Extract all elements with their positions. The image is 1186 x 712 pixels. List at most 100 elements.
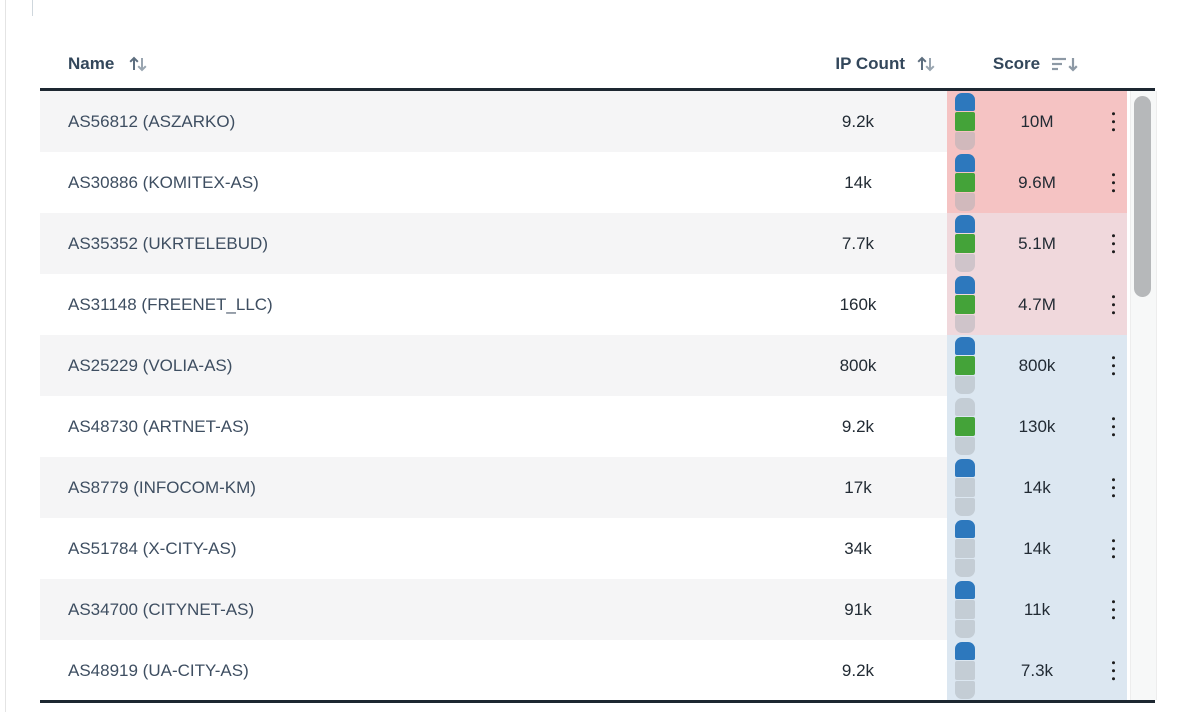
indicator-middle-segment (955, 356, 975, 375)
indicator-top-segment (955, 276, 975, 295)
threat-indicator-pill (955, 154, 975, 211)
score-value: 14k (1023, 478, 1051, 497)
indicator-middle-segment (955, 600, 975, 619)
indicator-bottom-segment (955, 558, 975, 577)
row-menu-kebab-icon[interactable] (1109, 109, 1119, 135)
score-value: 5.1M (1018, 234, 1056, 253)
score-cell: 800k (947, 335, 1127, 396)
score-cell: 4.7M (947, 274, 1127, 335)
ip-count-cell: 7.7k (841, 234, 875, 253)
asn-name-cell[interactable]: AS30886 (KOMITEX-AS) (68, 173, 259, 192)
asn-name-cell[interactable]: AS48730 (ARTNET-AS) (68, 417, 250, 436)
table-bottom-divider (40, 700, 1155, 703)
asn-name-cell[interactable]: AS48919 (UA-CITY-AS) (68, 661, 249, 680)
row-menu-kebab-icon[interactable] (1109, 292, 1119, 318)
indicator-bottom-segment (955, 497, 975, 516)
column-header-score[interactable]: Score (947, 40, 1127, 88)
indicator-top-segment (955, 93, 975, 112)
ip-count-cell: 9.2k (841, 417, 875, 436)
indicator-top-segment (955, 398, 975, 417)
ip-count-cell: 34k (844, 539, 872, 558)
indicator-top-segment (955, 215, 975, 234)
asn-name-cell[interactable]: AS8779 (INFOCOM-KM) (68, 478, 256, 497)
indicator-middle-segment (955, 173, 975, 192)
card-edge-line (32, 0, 33, 16)
table-header: Name IP Count Score (40, 40, 1127, 88)
table-row[interactable]: AS30886 (KOMITEX-AS) 14k 9.6M (40, 152, 1127, 213)
indicator-top-segment (955, 581, 975, 600)
table-row[interactable]: AS51784 (X-CITY-AS) 34k 14k (40, 518, 1127, 579)
ip-count-cell: 9.2k (841, 661, 875, 680)
asn-name-cell[interactable]: AS31148 (FREENET_LLC) (68, 295, 273, 314)
row-menu-kebab-icon[interactable] (1109, 475, 1119, 501)
row-menu-kebab-icon[interactable] (1109, 170, 1119, 196)
table-row[interactable]: AS35352 (UKRTELEBUD) 7.7k 5.1M (40, 213, 1127, 274)
table-row[interactable]: AS31148 (FREENET_LLC) 160k 4.7M (40, 274, 1127, 335)
threat-indicator-pill (955, 459, 975, 516)
scrollbar-track[interactable] (1130, 91, 1157, 700)
asn-name-cell[interactable]: AS35352 (UKRTELEBUD) (68, 234, 268, 253)
score-cell: 14k (947, 518, 1127, 579)
ip-count-cell: 9.2k (841, 112, 875, 131)
score-value: 800k (1018, 356, 1056, 375)
sort-updown-icon[interactable] (915, 53, 937, 75)
threat-indicator-pill (955, 398, 975, 455)
indicator-top-segment (955, 154, 975, 173)
row-menu-kebab-icon[interactable] (1109, 414, 1119, 440)
ip-count-cell: 91k (844, 600, 872, 619)
row-menu-kebab-icon[interactable] (1109, 658, 1119, 684)
indicator-top-segment (955, 520, 975, 539)
indicator-bottom-segment (955, 192, 975, 211)
score-value: 10M (1020, 112, 1054, 131)
table-row[interactable]: AS34700 (CITYNET-AS) 91k 11k (40, 579, 1127, 640)
sort-updown-icon[interactable] (127, 53, 149, 75)
column-header-name[interactable]: Name (68, 40, 149, 88)
table-row[interactable]: AS48730 (ARTNET-AS) 9.2k 130k (40, 396, 1127, 457)
threat-indicator-pill (955, 215, 975, 272)
indicator-middle-segment (955, 539, 975, 558)
score-value: 7.3k (1020, 661, 1054, 680)
threat-indicator-pill (955, 520, 975, 577)
table-body: AS56812 (ASZARKO) 9.2k 10M AS30886 (KOMI… (40, 91, 1127, 701)
header-divider (40, 88, 1155, 91)
score-cell: 9.6M (947, 152, 1127, 213)
table-row[interactable]: AS8779 (INFOCOM-KM) 17k 14k (40, 457, 1127, 518)
indicator-middle-segment (955, 234, 975, 253)
score-value: 9.6M (1018, 173, 1056, 192)
score-cell: 130k (947, 396, 1127, 457)
indicator-middle-segment (955, 295, 975, 314)
row-menu-kebab-icon[interactable] (1109, 597, 1119, 623)
indicator-bottom-segment (955, 680, 975, 699)
indicator-bottom-segment (955, 131, 975, 150)
asn-name-cell[interactable]: AS51784 (X-CITY-AS) (68, 539, 237, 558)
asn-name-cell[interactable]: AS56812 (ASZARKO) (68, 112, 236, 131)
indicator-bottom-segment (955, 375, 975, 394)
ip-count-cell: 160k (839, 295, 877, 314)
row-menu-kebab-icon[interactable] (1109, 231, 1119, 257)
row-menu-kebab-icon[interactable] (1109, 536, 1119, 562)
score-cell: 10M (947, 91, 1127, 152)
score-cell: 11k (947, 579, 1127, 640)
indicator-middle-segment (955, 661, 975, 680)
table-row[interactable]: AS48919 (UA-CITY-AS) 9.2k 7.3k (40, 640, 1127, 701)
ip-count-cell: 14k (844, 173, 872, 192)
indicator-bottom-segment (955, 253, 975, 272)
score-value: 130k (1018, 417, 1056, 436)
score-value: 11k (1023, 600, 1051, 619)
indicator-middle-segment (955, 112, 975, 131)
indicator-middle-segment (955, 478, 975, 497)
column-header-ip-count[interactable]: IP Count (770, 40, 937, 88)
score-value: 14k (1023, 539, 1051, 558)
table-row[interactable]: AS25229 (VOLIA-AS) 800k 800k (40, 335, 1127, 396)
asn-name-cell[interactable]: AS25229 (VOLIA-AS) (68, 356, 233, 375)
row-menu-kebab-icon[interactable] (1109, 353, 1119, 379)
threat-indicator-pill (955, 276, 975, 333)
sort-descending-icon[interactable] (1049, 53, 1081, 75)
column-label-score: Score (992, 54, 1041, 73)
asn-name-cell[interactable]: AS34700 (CITYNET-AS) (68, 600, 255, 619)
score-cell: 5.1M (947, 213, 1127, 274)
scrollbar-thumb[interactable] (1134, 96, 1151, 297)
table-row[interactable]: AS56812 (ASZARKO) 9.2k 10M (40, 91, 1127, 152)
threat-indicator-pill (955, 337, 975, 394)
indicator-middle-segment (955, 417, 975, 436)
